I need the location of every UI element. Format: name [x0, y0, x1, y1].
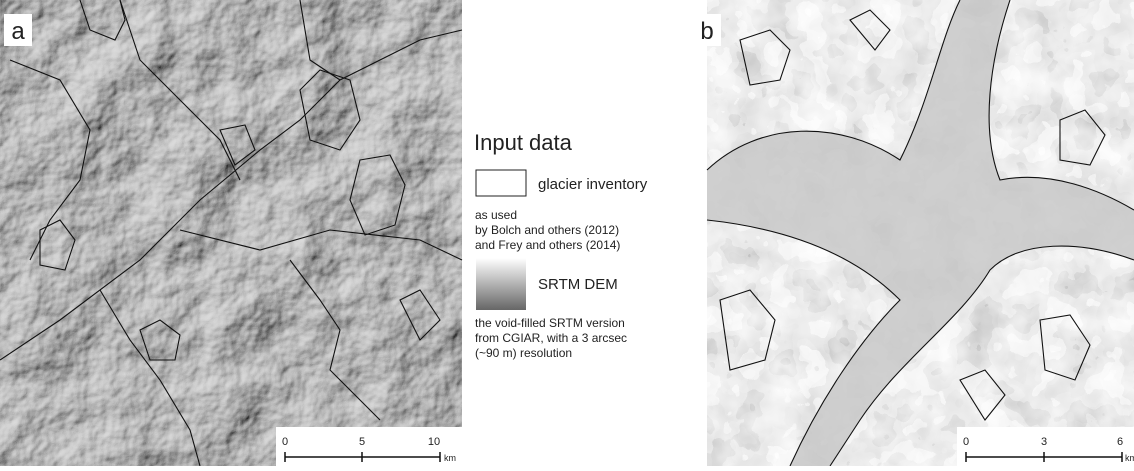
scale-bar-box [276, 427, 462, 466]
legend-description: as used [475, 208, 517, 222]
panel-label-box [4, 14, 32, 46]
scale-unit: km [1125, 453, 1134, 463]
panel-label: a [11, 18, 25, 45]
scale-bar-box [957, 427, 1134, 466]
legend-description: (~90 m) resolution [475, 346, 572, 360]
panel-b: b 0 3 6 km [693, 0, 1134, 467]
legend-description: by Bolch and others (2012) [475, 223, 619, 237]
scale-tick-label: 3 [1041, 436, 1047, 448]
scale-bar [965, 452, 1123, 462]
legend-title: Input data [474, 130, 573, 155]
scale-tick-label: 6 [1117, 436, 1123, 448]
glacier-outlines [706, 0, 1134, 467]
legend-description: the void-filled SRTM version [475, 316, 625, 330]
legend-swatch-dem [476, 258, 526, 310]
legend-swatch-outline [475, 169, 527, 197]
scale-bar [284, 452, 441, 462]
panel-label-box [693, 14, 721, 46]
legend-description: and Frey and others (2014) [475, 238, 620, 252]
glacier-outlines [0, 0, 463, 467]
scale-tick-label: 0 [282, 436, 288, 448]
panel-label: b [700, 18, 713, 45]
legend: Input data glacier inventory as used by … [474, 130, 648, 360]
legend-label: glacier inventory [538, 176, 648, 193]
scale-tick-label: 5 [359, 436, 365, 448]
scale-unit: km [444, 453, 456, 463]
scale-tick-label: 10 [428, 436, 440, 448]
scale-tick-label: 0 [963, 436, 969, 448]
legend-label: SRTM DEM [538, 276, 618, 293]
glacier-tongue [707, 0, 1134, 466]
legend-description: from CGIAR, with a 3 arcsec [475, 331, 627, 345]
panel-a: a 0 5 10 km [0, 0, 463, 467]
hillshade-map [0, 0, 462, 466]
